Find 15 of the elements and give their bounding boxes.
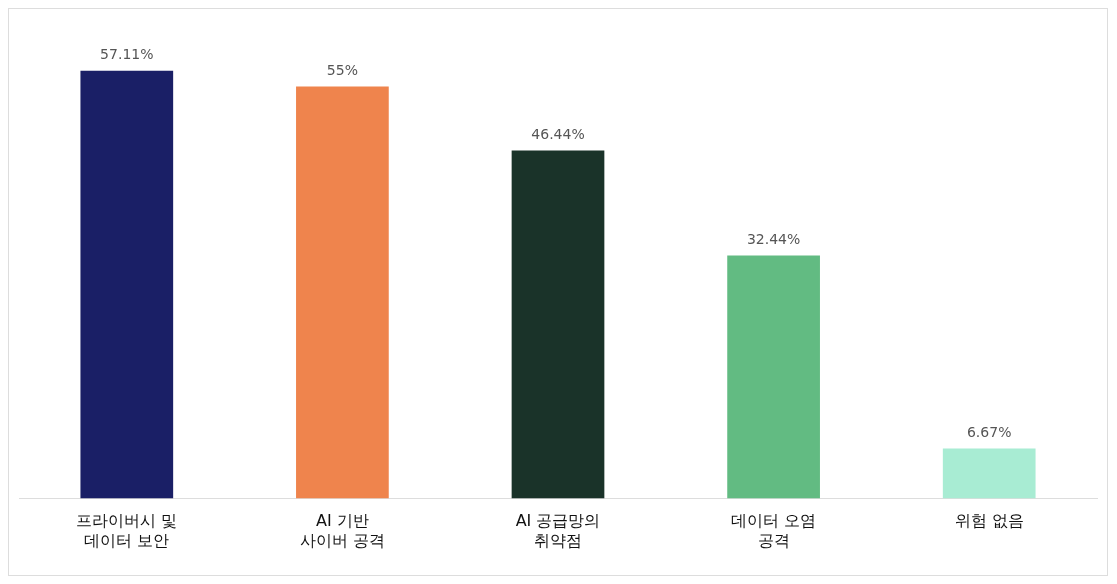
- x-tick-label: AI 공급망의 취약점: [515, 511, 601, 550]
- bar: [511, 150, 605, 499]
- data-label: 32.44%: [746, 231, 801, 248]
- bar: [296, 86, 389, 499]
- bar: [942, 448, 1036, 499]
- data-label: 6.67%: [966, 424, 1012, 441]
- x-tick-label: 위험 없음: [954, 511, 1024, 531]
- data-label: 46.44%: [531, 126, 585, 143]
- x-tick-label: 프라이버시 및 데이터 보안: [76, 511, 178, 550]
- data-label: 57.11%: [100, 46, 154, 63]
- data-label: 55%: [326, 62, 358, 79]
- bar: [80, 70, 174, 499]
- bar: [727, 255, 820, 499]
- x-tick-label: 데이터 오염 공격: [731, 511, 817, 550]
- x-tick-label: AI 기반 사이버 공격: [299, 511, 385, 550]
